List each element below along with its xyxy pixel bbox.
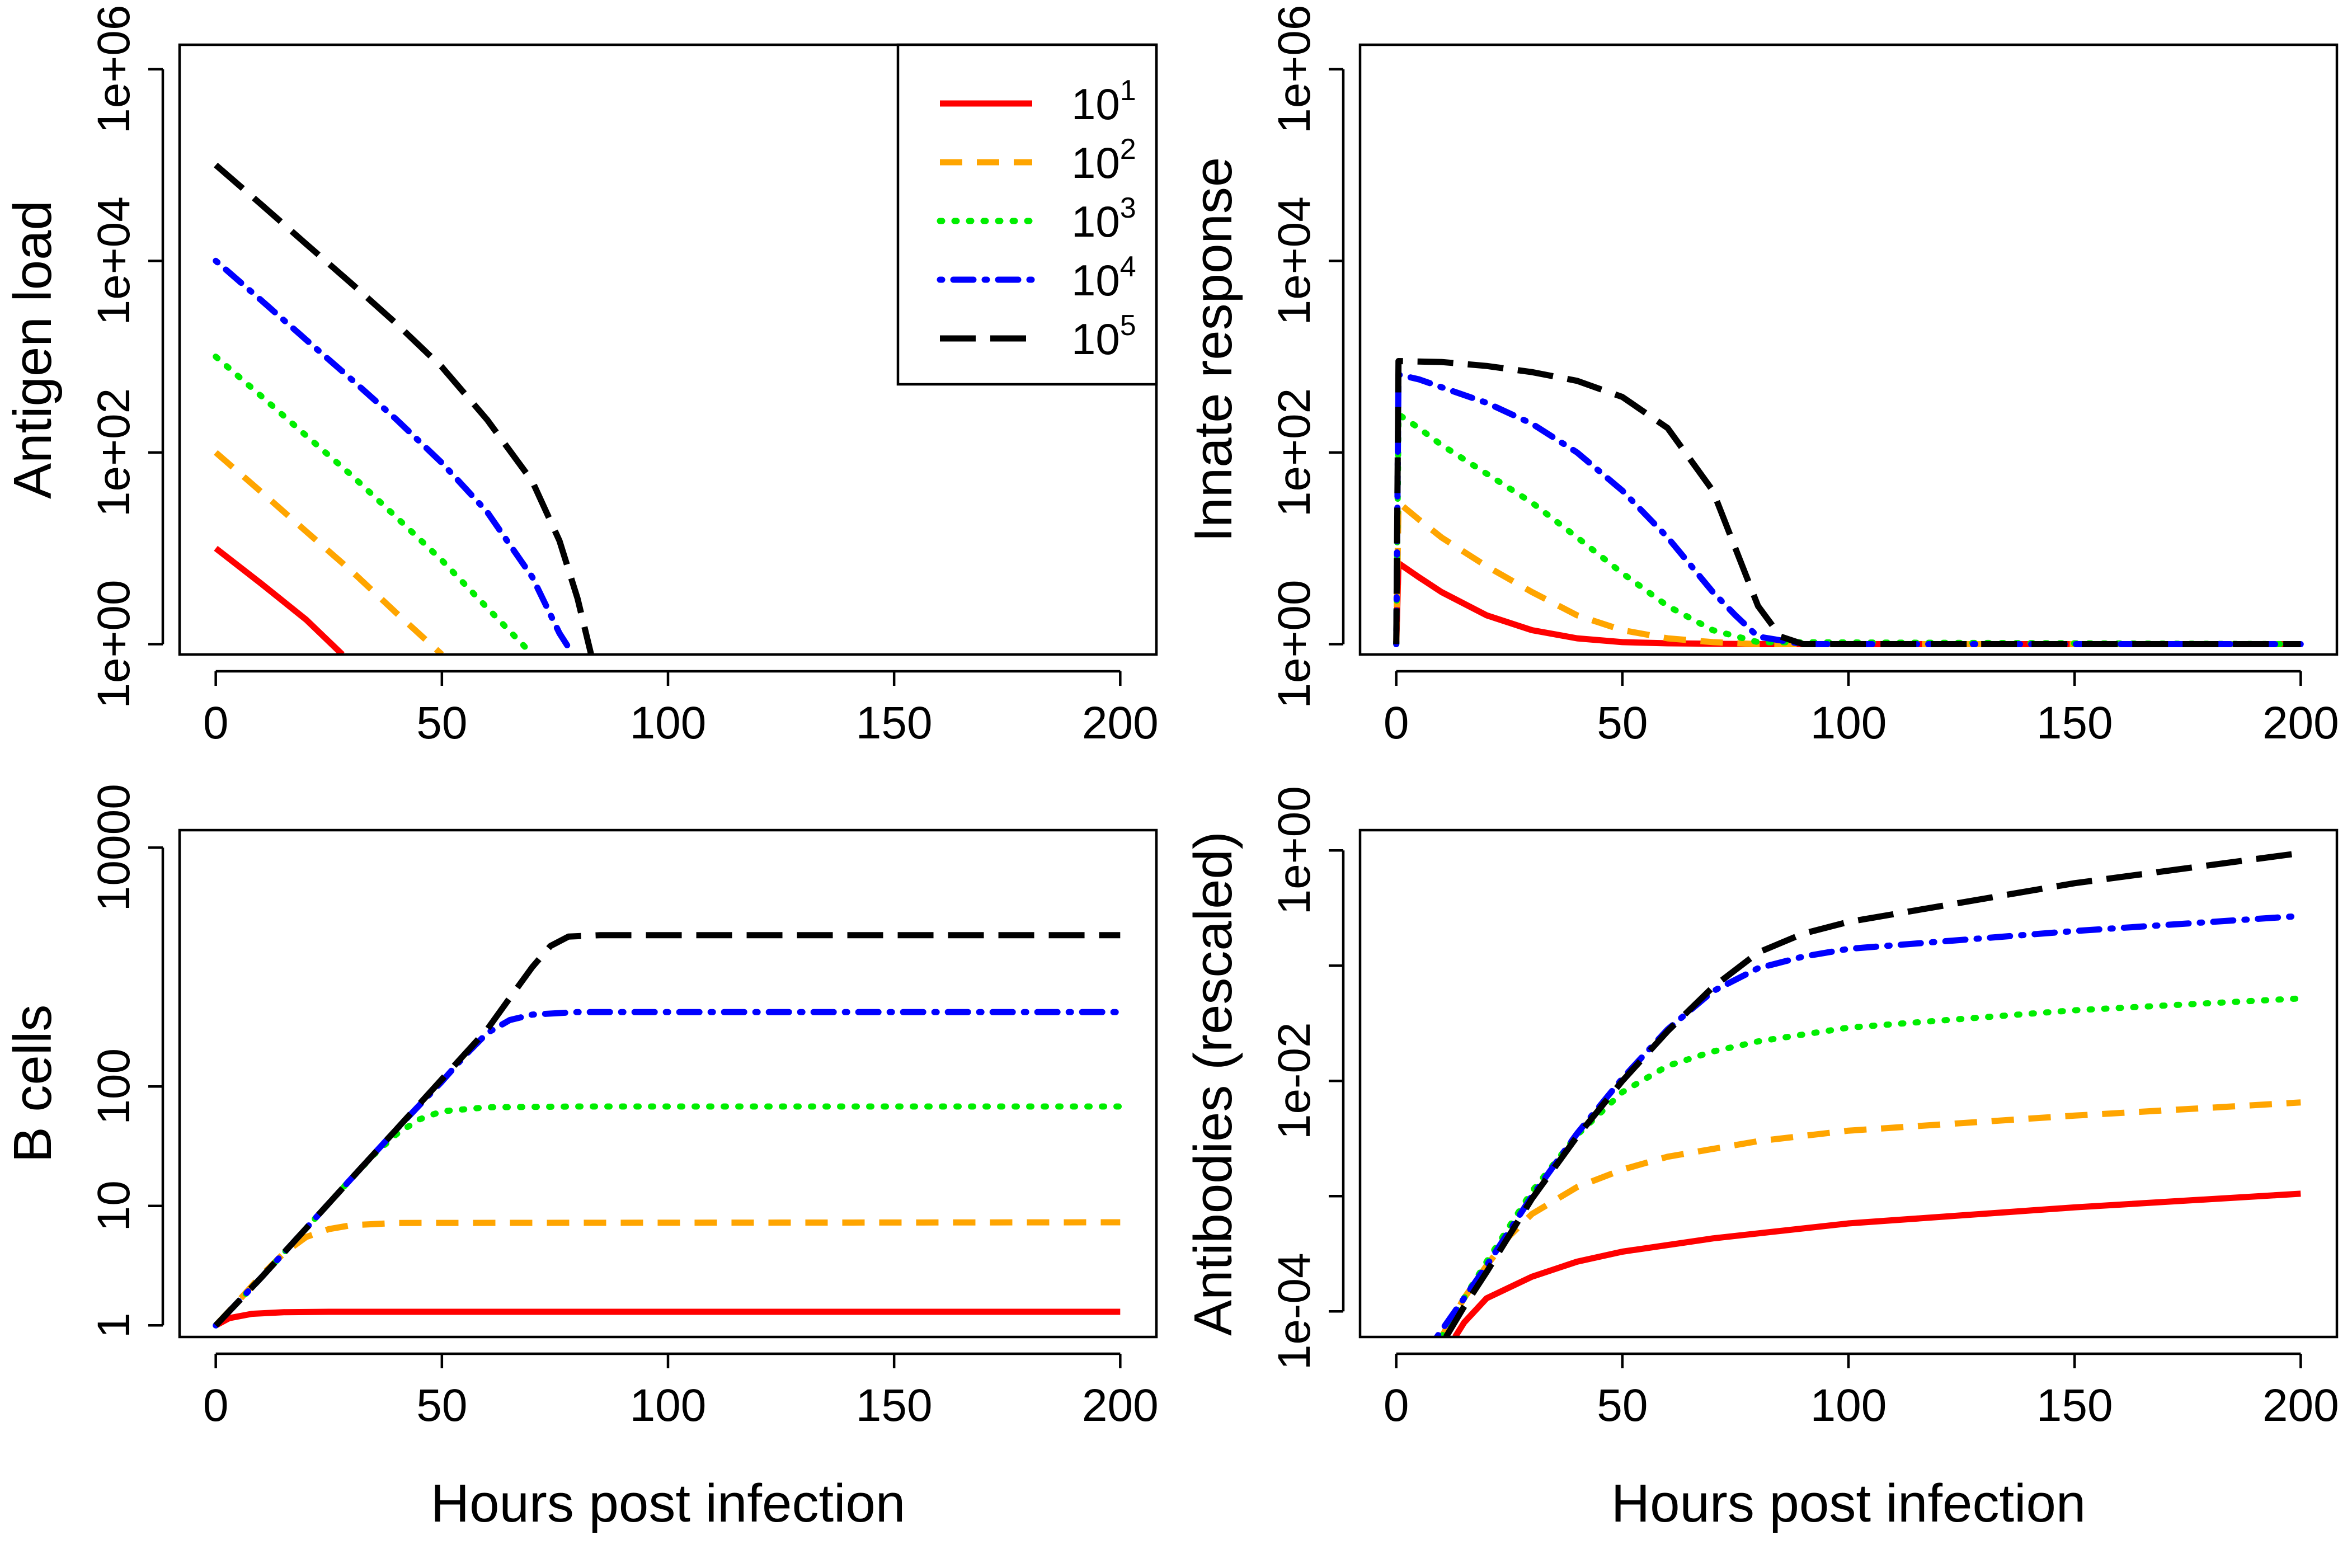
y-tick-label: 1e+02 [1269,388,1320,517]
x-tick-label: 150 [856,698,933,748]
x-tick-label: 50 [1597,698,1648,748]
y-tick-label: 1e+04 [1269,196,1320,325]
series-line-10-5 [213,932,1121,1328]
plot-frame [1358,828,2339,1339]
series-line-10-3 [213,354,535,654]
series-line-10-4 [213,1009,1123,1329]
legend-label: 101 [1071,74,1136,129]
y-tick-label: 1e-02 [1269,1022,1320,1139]
legend-label: 104 [1071,251,1136,305]
legend-label: 105 [1071,309,1136,364]
y-tick-label: 1e+00 [1269,580,1320,708]
series-group [1433,850,2304,1337]
series-line-10-1 [214,1308,1121,1329]
x-tick-label: 100 [630,1380,707,1431]
series-line-10-2 [214,450,444,654]
x-tick-label: 100 [1810,1380,1887,1431]
x-tick-label: 100 [630,698,707,748]
series-line-10-4 [1433,912,2304,1337]
y-tick-label: 1e-04 [1269,1252,1320,1370]
x-tick-label: 0 [1384,698,1409,748]
x-tick-label: 200 [2262,698,2339,748]
x-tick-label: 50 [416,698,467,748]
y-tick-label: 10 [88,1180,139,1231]
series-line-10-2 [1393,500,2301,647]
series-line-10-4 [213,257,576,654]
y-tick-label: 1e+02 [88,388,139,517]
y-tick-label: 1e+00 [1269,786,1320,915]
y-axis-label: Innate response [1183,157,1243,543]
y-tick-label: 1e+00 [88,580,139,708]
x-tick-label: 50 [416,1380,467,1431]
x-tick-label: 150 [856,1380,933,1431]
series-line-10-3 [213,1103,1123,1329]
plot-frame [1358,43,2339,656]
series-line-10-1 [214,545,345,654]
series-line-10-5 [214,162,594,654]
x-tick-label: 200 [2262,1380,2339,1431]
x-tick-label: 200 [1082,698,1159,748]
y-tick-label: 10000 [88,784,139,911]
series-line-10-3 [1393,411,2304,647]
x-tick-label: 0 [203,1380,229,1431]
y-tick-label: 1e+06 [88,5,139,134]
x-tick-label: 50 [1597,1380,1648,1431]
series-line-10-1 [1393,560,2301,647]
y-tick-label: 1 [88,1313,139,1339]
panel-antigen: 0 50 100 150 200 1e+00 1e+02 1e+04 1e+06 Antigen … [3,5,1159,748]
series-line-10-5 [1393,358,2301,647]
x-tick-label: 150 [2036,1380,2113,1431]
series-group [213,162,594,654]
x-axis-label: Hours post infection [431,1473,905,1533]
x-tick-label: 150 [2036,698,2113,748]
y-axis-label: Antigen load [3,200,63,499]
panel-innate: 0 50 100 150 200 1e+00 1e+02 1e+04 1e+06 Innate r… [1183,5,2339,748]
y-tick-label: 1e+06 [1269,5,1320,134]
plot-frame [178,828,1158,1339]
series-group [1393,358,2304,647]
x-tick-label: 0 [1384,1380,1409,1431]
legend-label: 102 [1071,133,1136,187]
series-group [213,932,1123,1329]
y-tick-label: 100 [88,1048,139,1125]
y-axis-label: Antibodies (rescaled) [1183,831,1243,1336]
panel-bcells: 0 50 100 150 200 1 10 100 10000 B cells Hours post… [3,784,1159,1533]
series-line-10-4 [1393,371,2304,647]
legend-label: 103 [1071,192,1136,246]
series-line-10-5 [1443,850,2302,1337]
x-tick-label: 0 [203,698,229,748]
y-axis-label: B cells [3,1005,63,1163]
series-line-10-3 [1438,995,2304,1337]
x-axis-label: Hours post infection [1611,1473,2086,1533]
x-tick-label: 200 [1082,1380,1159,1431]
y-tick-label: 1e+04 [88,196,139,325]
panel-antibodies: 0 50 100 150 200 1e-04 1e-02 1e+00 Antibodies (r… [1183,786,2339,1533]
x-tick-label: 100 [1810,698,1887,748]
series-line-10-1 [1452,1190,2301,1337]
